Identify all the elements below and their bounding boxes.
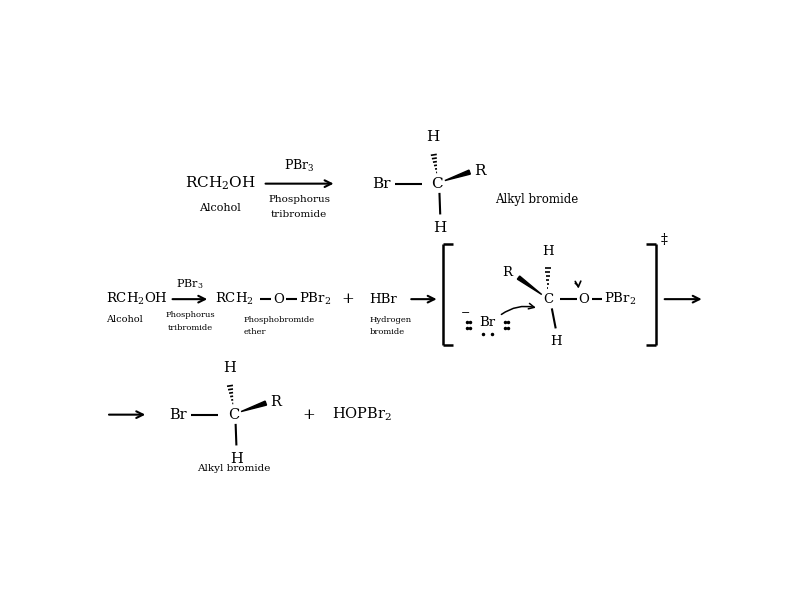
Text: Alkyl bromide: Alkyl bromide (495, 193, 578, 206)
Text: $\mathregular{RCH_2OH}$: $\mathregular{RCH_2OH}$ (106, 291, 168, 307)
Text: +: + (303, 407, 316, 422)
Text: H: H (230, 452, 242, 466)
Text: Hydrogen: Hydrogen (370, 316, 412, 324)
Text: Phosphobromide: Phosphobromide (243, 316, 314, 324)
Text: Phosphorus: Phosphorus (268, 196, 330, 205)
Text: $\mathregular{RCH_2}$: $\mathregular{RCH_2}$ (214, 291, 254, 307)
Text: H: H (542, 245, 554, 257)
Text: $\mathregular{RCH_2OH}$: $\mathregular{RCH_2OH}$ (185, 175, 255, 193)
Text: +: + (342, 292, 354, 306)
Text: Alcohol: Alcohol (106, 314, 143, 323)
Text: bromide: bromide (370, 328, 405, 336)
Polygon shape (445, 170, 470, 181)
Text: Br: Br (169, 407, 187, 422)
Text: $\mathregular{PBr_2}$: $\mathregular{PBr_2}$ (299, 291, 331, 307)
Text: O: O (578, 293, 589, 305)
Text: $\mathregular{HOPBr_2}$: $\mathregular{HOPBr_2}$ (333, 406, 393, 424)
Text: R: R (502, 266, 512, 280)
Polygon shape (518, 276, 542, 295)
Text: H: H (426, 130, 440, 143)
Text: Br: Br (372, 176, 390, 191)
Text: $\mathregular{PBr_3}$: $\mathregular{PBr_3}$ (284, 158, 314, 174)
Text: $\mathregular{PBr_3}$: $\mathregular{PBr_3}$ (176, 277, 204, 290)
Text: ‡: ‡ (661, 233, 668, 247)
Text: C: C (228, 407, 239, 422)
Text: H: H (434, 221, 447, 235)
Text: R: R (270, 395, 282, 409)
Text: −: − (461, 308, 470, 318)
Text: HBr: HBr (370, 293, 398, 305)
Polygon shape (241, 401, 266, 412)
Text: tribromide: tribromide (167, 323, 213, 332)
Text: H: H (223, 361, 236, 374)
Text: H: H (550, 335, 562, 349)
Text: R: R (474, 164, 486, 178)
Text: ether: ether (243, 328, 266, 336)
Text: Phosphorus: Phosphorus (165, 311, 214, 319)
Text: tribromide: tribromide (271, 210, 327, 219)
Text: O: O (273, 293, 284, 305)
Text: C: C (431, 176, 443, 191)
Text: Br: Br (479, 316, 495, 329)
Text: C: C (543, 293, 553, 305)
Text: $\mathregular{PBr_2}$: $\mathregular{PBr_2}$ (604, 291, 636, 307)
Text: Alkyl bromide: Alkyl bromide (197, 464, 270, 473)
Text: Alcohol: Alcohol (199, 203, 241, 213)
